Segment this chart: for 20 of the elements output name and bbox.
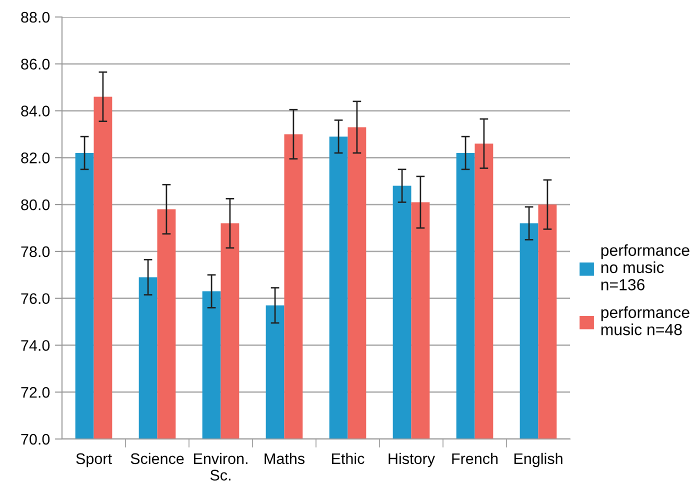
x-tick-label: Environ. Sc. [194,452,248,481]
x-tick-label: Science [130,452,184,464]
y-tick-label: 80.0 [21,199,50,210]
legend-label: performance music n=48 [601,306,690,336]
x-tick-label: Maths [264,452,304,464]
x-tick-label: History [388,452,435,468]
y-tick-label: 78.0 [21,246,50,258]
x-tick-label: French [452,452,498,464]
y-tick-label: 84.0 [21,106,50,116]
y-tick-label: 74.0 [21,340,50,351]
x-tick-label: Ethic [332,452,364,464]
x-tick-label: Sport [76,453,112,468]
y-tick-label: 72.0 [21,386,50,398]
x-tick-label: English [514,452,562,468]
y-tick-label: 76.0 [21,293,50,304]
y-tick-label: 82.0 [21,152,50,164]
y-tick-label: 70.0 [21,434,50,445]
y-tick-label: 88.0 [21,12,50,23]
legend-label: performance no music n=136 [601,244,690,290]
y-tick-label: 86.0 [21,58,50,70]
